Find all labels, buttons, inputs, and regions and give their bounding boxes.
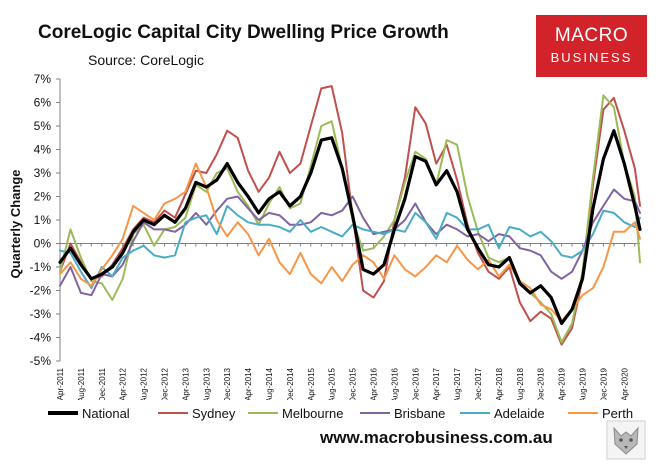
x-tick-label: Aug-2019: [579, 367, 588, 400]
x-tick-label: Aug-2015: [328, 367, 337, 400]
y-tick-label: 1%: [34, 213, 52, 227]
y-axis-label: Quarterly Change: [8, 169, 23, 278]
y-tick-label: -3%: [30, 307, 52, 321]
y-tick-label: 2%: [34, 190, 52, 204]
x-tick-label: Apr-2015: [307, 367, 316, 400]
y-tick-label: 7%: [34, 72, 52, 86]
x-tick-label: Aug-2016: [390, 367, 399, 400]
logo-line-2: BUSINESS: [550, 50, 633, 65]
x-tick-label: Apr-2016: [370, 367, 379, 400]
chart-title: CoreLogic Capital City Dwelling Price Gr…: [38, 22, 449, 43]
x-tick-label: Aug-2013: [202, 367, 211, 400]
legend-swatch: [360, 412, 390, 414]
x-tick-label: Dec-2019: [599, 367, 608, 400]
chart-subtitle: Source: CoreLogic: [88, 52, 204, 68]
legend-item-brisbane: Brisbane: [360, 404, 445, 422]
x-tick-label: Aug-2017: [453, 367, 462, 400]
x-tick-label: Aug-2011: [77, 367, 86, 400]
footer-url[interactable]: www.macrobusiness.com.au: [320, 428, 553, 447]
legend-label: Melbourne: [282, 405, 344, 421]
y-tick-label: -1%: [30, 260, 52, 274]
series-line-brisbane: [59, 188, 641, 297]
legend-item-perth: Perth: [568, 404, 633, 422]
x-tick-label: Aug-2012: [140, 367, 149, 400]
x-tick-label: Dec-2012: [161, 367, 170, 400]
y-tick-label: -5%: [30, 354, 52, 368]
legend-swatch: [568, 412, 598, 414]
y-tick-label: -4%: [30, 331, 52, 345]
legend-swatch: [248, 412, 278, 414]
series-line-national: [58, 129, 642, 325]
logo-line-1: MACRO: [554, 25, 629, 46]
x-tick-label: Apr-2013: [181, 367, 190, 400]
legend-swatch: [158, 412, 188, 414]
line-chart: Quarterly Change -5% -4% -3% -2% -1% 0% 1% 2% 3%…: [8, 72, 642, 400]
x-tick-label: Apr-2019: [558, 367, 567, 400]
x-tick-label: Dec-2015: [349, 367, 358, 400]
series-line-perth: [59, 162, 641, 323]
legend-label: Adelaide: [494, 405, 545, 421]
x-tick-labels: Apr-2011 Aug-2011 Dec-2011 Apr-2012 Aug-2012…: [56, 367, 629, 400]
y-tick-label: 5%: [34, 119, 52, 133]
x-tick-label: Dec-2016: [411, 367, 420, 400]
x-tick-label: Apr-2017: [432, 367, 441, 400]
legend-item-adelaide: Adelaide: [460, 404, 545, 422]
x-tick-label: Dec-2014: [286, 367, 295, 400]
x-tick-label: Aug-2018: [516, 367, 525, 400]
y-tick-label: 6%: [34, 96, 52, 110]
x-tick-label: Apr-2020: [620, 367, 629, 400]
legend-swatch: [48, 411, 78, 415]
legend-item-national: National: [48, 404, 130, 422]
y-tick-label: 3%: [34, 166, 52, 180]
x-tick-label: Dec-2018: [537, 367, 546, 400]
series-lines: [58, 85, 642, 346]
legend-item-sydney: Sydney: [158, 404, 235, 422]
series-line-adelaide: [59, 204, 641, 290]
x-tick-label: Aug-2014: [265, 367, 274, 400]
legend-label: Brisbane: [394, 405, 446, 421]
y-tick-label: 4%: [34, 143, 52, 157]
wolf-logo-icon: [606, 420, 646, 460]
macrobusiness-logo[interactable]: MACRO BUSINESS: [536, 15, 647, 77]
legend-item-melbourne: Melbourne: [248, 404, 343, 422]
legend: National Sydney Melbourne Brisbane Adelaide P…: [48, 404, 660, 422]
y-tick-labels: -5% -4% -3% -2% -1% 0% 1% 2% 3% 4% 5% 6% 7%: [30, 72, 52, 368]
x-tick-label: Apr-2012: [119, 367, 128, 400]
x-tick-label: Apr-2011: [56, 367, 65, 400]
x-tick-label: Dec-2017: [474, 367, 483, 400]
y-tick-label: 0%: [34, 237, 52, 251]
legend-label: National: [82, 405, 130, 421]
legend-label: Perth: [602, 405, 634, 421]
legend-swatch: [460, 412, 490, 414]
x-tick-label: Dec-2013: [223, 367, 232, 400]
x-tick-label: Apr-2018: [495, 367, 504, 400]
x-tick-label: Apr-2014: [244, 367, 253, 400]
legend-label: Sydney: [192, 405, 236, 421]
x-tick-label: Dec-2011: [98, 367, 107, 400]
y-tick-label: -2%: [30, 284, 52, 298]
